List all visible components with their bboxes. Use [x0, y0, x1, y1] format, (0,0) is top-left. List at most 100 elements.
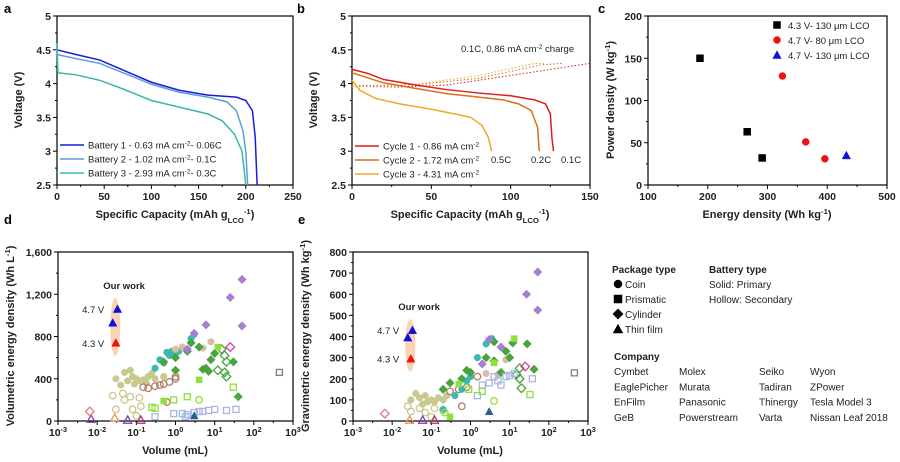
- data-point: [511, 369, 522, 380]
- company-legend-item: Seiko: [759, 367, 784, 378]
- company-title: Company: [614, 352, 660, 363]
- company-legend-item: Nissan Leaf 2018: [810, 413, 888, 424]
- data-point: [417, 414, 428, 424]
- data-point: [128, 405, 137, 414]
- y-tick-label: 100: [624, 96, 642, 108]
- data-point: [228, 357, 238, 367]
- data-point: [275, 368, 284, 377]
- data-point: [496, 342, 506, 352]
- data-point: [222, 406, 231, 415]
- x-tick-label: 100: [463, 425, 479, 440]
- voltage-label-4.7: 4.7 V: [377, 326, 400, 337]
- data-point: [233, 392, 243, 402]
- data-point: [821, 155, 829, 163]
- x-tick-label: 102: [541, 425, 557, 440]
- data-point: [526, 390, 534, 399]
- our-work-highlight: [405, 319, 416, 372]
- x-tick-label: 101: [207, 425, 223, 440]
- data-point: [490, 372, 498, 381]
- battery-type-item: Hollow: Secondary: [709, 295, 792, 306]
- x-axis-title: Specific Capacity (mAh gLCO-1): [391, 207, 550, 225]
- data-point: [473, 354, 481, 362]
- data-point: [225, 341, 236, 353]
- data-point: [778, 72, 787, 80]
- data-point: [181, 413, 190, 421]
- y-tick-label: 4: [340, 79, 346, 91]
- y-tick-label: 3.5: [331, 112, 346, 124]
- x-tick-label: 10-2: [383, 425, 401, 440]
- data-point: [221, 371, 232, 382]
- y-tick-label: 150: [624, 53, 642, 65]
- x-tick-label: 0: [54, 191, 60, 203]
- data-point: [465, 367, 476, 378]
- triangle-icon: [612, 323, 624, 334]
- panel-d: [54, 251, 294, 425]
- y-tick-label: 200: [624, 11, 642, 23]
- voltage-label-4.3: 4.3 V: [82, 339, 105, 350]
- y-tick-label: 3.5: [36, 112, 51, 124]
- x-tick-label: 50: [425, 191, 437, 203]
- data-point: [183, 393, 191, 401]
- panel-label: d: [4, 212, 12, 227]
- data-point: [510, 369, 518, 378]
- data-point: [160, 397, 167, 405]
- package-type-item: Thin film: [625, 325, 663, 336]
- data-point: [440, 408, 449, 417]
- company-legend-item: EnFilm: [614, 398, 645, 409]
- data-point: [482, 369, 490, 378]
- x-tick-label: 0: [349, 191, 355, 203]
- data-point: [139, 383, 148, 392]
- data-point: [225, 292, 235, 303]
- data-point: [801, 138, 810, 146]
- data-point: [528, 375, 537, 383]
- data-point: [126, 366, 134, 374]
- circle-icon: [613, 279, 623, 289]
- data-point: [155, 381, 164, 390]
- data-point: [144, 384, 153, 393]
- data-point: [171, 345, 180, 353]
- data-point: [743, 128, 751, 136]
- y-tick-label: 4: [45, 79, 51, 91]
- data-point: [207, 338, 215, 346]
- our-work-point: [406, 353, 416, 363]
- x-tick-label: 10-2: [88, 425, 106, 440]
- data-point: [841, 150, 851, 160]
- x-tick-label: 10-1: [422, 425, 440, 440]
- company-legend-item: Cymbet: [614, 367, 649, 378]
- package-type-item: Prismatic: [625, 295, 666, 306]
- data-point: [485, 379, 493, 387]
- data-point: [506, 371, 514, 380]
- company-legend-item: Powerstream: [679, 413, 738, 424]
- legend-label: 4.7 V- 130 μm LCO: [788, 51, 870, 62]
- data-point: [170, 409, 178, 418]
- data-point: [151, 364, 159, 372]
- charge-curve: [351, 62, 591, 88]
- company-legend-item: GeB: [614, 413, 634, 424]
- x-tick-label: 100: [639, 191, 657, 203]
- y-tick-label: 2.5: [331, 180, 346, 192]
- company-legend-item: Wyon: [810, 367, 835, 378]
- x-axis-title: Specific Capacity (mAh gLCO-1): [96, 207, 255, 225]
- data-point: [151, 404, 159, 412]
- x-tick-label: 103: [285, 425, 301, 440]
- company-legend-item: Tadiran: [759, 382, 792, 393]
- x-tick-label: 100: [168, 425, 184, 440]
- data-point: [570, 369, 579, 377]
- data-point: [421, 408, 430, 417]
- y-tick-label: 0: [341, 416, 347, 428]
- data-point: [446, 413, 454, 421]
- y-tick-label: 400: [329, 332, 347, 344]
- x-tick-label: 103: [580, 425, 596, 440]
- data-point: [758, 154, 766, 162]
- company-legend-item: Molex: [679, 367, 706, 378]
- data-point: [182, 344, 192, 354]
- data-point: [521, 289, 532, 299]
- y-tick-label: 50: [630, 138, 642, 150]
- company-legend-item: Varta: [759, 413, 783, 424]
- legend-label: Cycle 2 - 1.72 mA cm-2: [383, 155, 479, 167]
- data-point: [522, 339, 532, 349]
- series-line: [56, 53, 249, 186]
- data-point: [124, 377, 132, 385]
- data-point: [111, 405, 120, 414]
- x-tick-label: 100: [502, 191, 520, 203]
